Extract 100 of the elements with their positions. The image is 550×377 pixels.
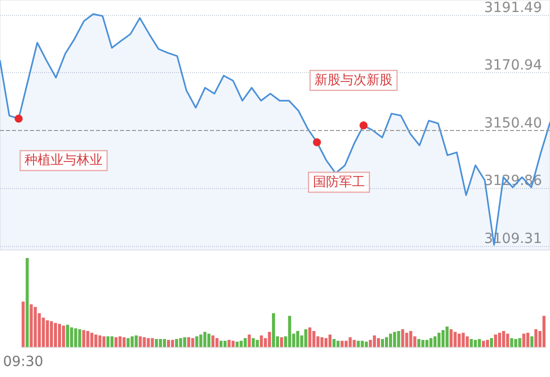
bar <box>324 338 328 347</box>
bar <box>409 330 412 347</box>
bar <box>450 329 453 347</box>
bar <box>26 258 29 347</box>
annotation: 新股与次新股 <box>314 72 393 88</box>
bar <box>502 330 506 347</box>
bar <box>442 330 445 347</box>
bar <box>191 338 194 347</box>
bar <box>130 336 134 347</box>
bar <box>66 324 70 347</box>
bar <box>474 340 477 347</box>
bar <box>272 313 275 347</box>
bar <box>228 340 231 347</box>
bar <box>46 320 49 347</box>
bar <box>368 340 372 347</box>
bar <box>296 330 300 347</box>
bar <box>30 304 33 347</box>
bar <box>74 328 78 347</box>
bar <box>352 340 356 347</box>
bar <box>405 332 408 347</box>
bar <box>138 336 142 347</box>
bar <box>102 336 106 347</box>
bar <box>429 338 432 347</box>
bar <box>393 332 396 347</box>
bar <box>150 338 154 347</box>
bar <box>90 332 94 347</box>
bar <box>376 338 380 347</box>
bar <box>118 336 122 347</box>
bar <box>401 329 404 347</box>
bar <box>110 336 114 347</box>
bar <box>478 338 481 347</box>
bar <box>482 340 485 347</box>
bar <box>421 340 424 347</box>
bar <box>470 338 473 347</box>
bar <box>308 327 312 347</box>
bar <box>134 335 138 347</box>
bar <box>425 340 428 347</box>
bar <box>506 334 510 347</box>
bar <box>526 332 530 347</box>
bar <box>146 338 150 347</box>
bar <box>179 338 182 347</box>
bar <box>162 338 166 347</box>
bar <box>466 336 469 347</box>
bar <box>385 337 388 347</box>
bar <box>203 332 206 347</box>
bar <box>187 337 190 347</box>
bar <box>462 332 465 347</box>
bar <box>215 338 218 347</box>
bar <box>320 337 324 347</box>
bar <box>288 316 292 347</box>
bar <box>199 334 202 347</box>
bar <box>183 337 186 347</box>
bar <box>328 334 332 347</box>
bar <box>236 342 239 347</box>
bar <box>256 340 259 347</box>
bar <box>268 332 271 347</box>
bar <box>50 321 53 347</box>
bar <box>158 338 162 347</box>
bar <box>126 338 130 347</box>
bar <box>344 340 348 347</box>
bar <box>207 334 210 347</box>
annotation: 国防军工 <box>312 174 365 190</box>
bar <box>437 332 441 347</box>
bar <box>397 330 400 347</box>
bar <box>106 336 110 347</box>
bar <box>58 324 62 347</box>
bar <box>34 306 37 347</box>
bar <box>86 330 90 347</box>
bar <box>70 327 74 347</box>
bar <box>211 335 214 347</box>
bar <box>332 338 336 347</box>
bar <box>154 338 158 347</box>
bar <box>122 337 126 347</box>
bar <box>232 340 235 347</box>
bar <box>389 334 392 347</box>
bar <box>175 338 178 347</box>
bar <box>494 334 498 347</box>
bar <box>530 336 534 347</box>
bar <box>360 340 364 347</box>
bar <box>244 338 247 347</box>
bar <box>114 337 118 347</box>
bar <box>458 334 461 347</box>
bar <box>82 330 86 347</box>
bar <box>364 342 368 347</box>
annotation: 种植业与林业 <box>24 153 103 168</box>
bar <box>248 334 251 347</box>
bar <box>142 337 146 347</box>
bar <box>486 340 489 347</box>
x-tick-label: 09:30 <box>2 354 44 370</box>
bar <box>542 316 546 347</box>
bar <box>62 326 66 347</box>
bar <box>514 338 518 347</box>
bar <box>312 330 316 347</box>
bar <box>510 338 514 347</box>
bar <box>417 338 420 347</box>
y-tick-label: 3150.40 <box>484 115 542 132</box>
bar <box>54 322 57 347</box>
y-tick-label: 3170.94 <box>484 58 542 74</box>
bar <box>356 340 360 347</box>
bar <box>372 335 376 347</box>
